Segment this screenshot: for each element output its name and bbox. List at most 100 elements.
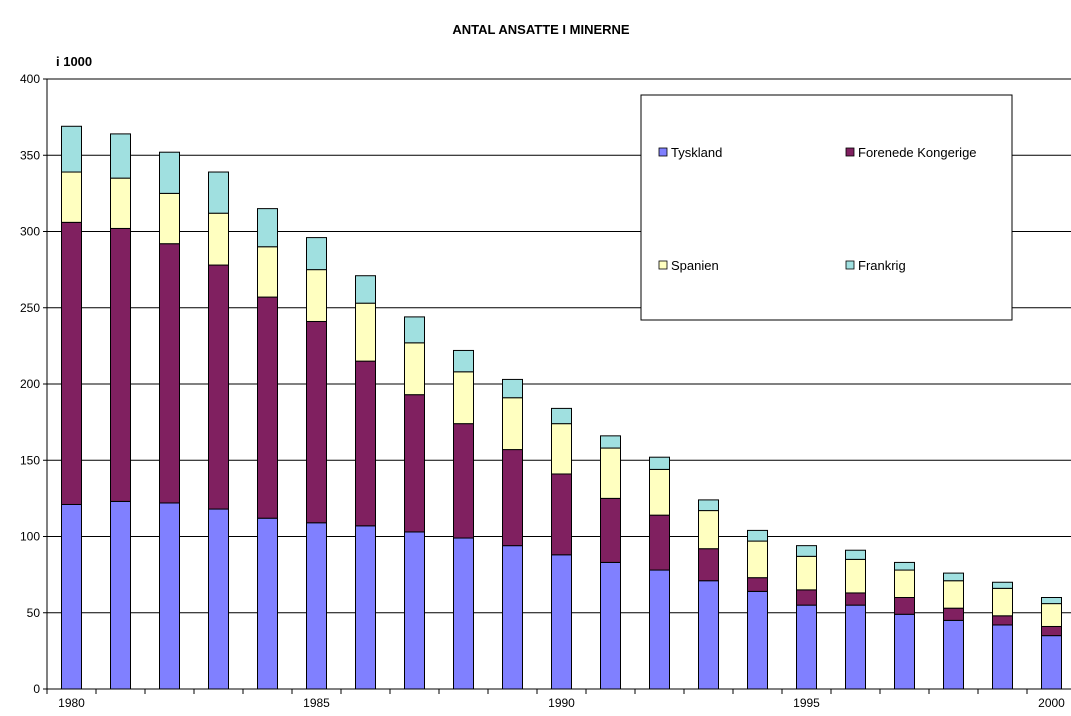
x-tick-label: 1980 [58,696,85,710]
y-tick-label: 200 [20,377,40,391]
bar-segment-frankrig-1980 [61,125,82,173]
bar-segment-tyskland-1985 [306,522,327,690]
bar-segment-spanien-1990 [551,423,572,475]
bar-segment-tyskland-1983 [208,508,229,690]
bar-segment-spanien-1992 [649,468,670,516]
bar-segment-tyskland-1980 [61,503,82,690]
bar-segment-frankrig-1988 [453,349,474,373]
bar-segment-frankrig-1991 [600,435,621,449]
bar-segment-tyskland-1986 [355,525,376,690]
bar-segment-frankrig-1983 [208,171,229,214]
bar-segment-spanien-1995 [796,555,817,591]
bar-segment-forenede-kongerige-2000 [1041,625,1062,637]
bar-segment-forenede-kongerige-1996 [845,592,866,606]
bar-segment-forenede-kongerige-1994 [747,577,768,592]
bars [61,125,1062,690]
bar-segment-frankrig-1987 [404,316,425,344]
bar-segment-spanien-1981 [110,177,131,229]
bar-segment-tyskland-1992 [649,569,670,690]
y-tick-label: 350 [20,148,40,162]
bar-segment-forenede-kongerige-1980 [61,221,82,505]
bar-segment-spanien-1987 [404,342,425,396]
bar-segment-frankrig-1985 [306,237,327,271]
bar-segment-forenede-kongerige-1991 [600,497,621,563]
bar-segment-spanien-1985 [306,269,327,322]
bar-segment-tyskland-2000 [1041,635,1062,690]
bar-segment-frankrig-1990 [551,407,572,425]
bar-segment-frankrig-1996 [845,549,866,560]
bar-segment-tyskland-1982 [159,502,180,690]
legend-swatch-tyskland [658,147,668,157]
bar-segment-forenede-kongerige-1998 [943,607,964,621]
bar-segment-tyskland-1995 [796,604,817,690]
bar-segment-spanien-1998 [943,580,964,609]
bar-segment-frankrig-1994 [747,529,768,542]
bar-segment-forenede-kongerige-1982 [159,243,180,504]
legend-box [640,94,1013,321]
legend-swatch-spanien [658,260,668,270]
bar-segment-spanien-1983 [208,212,229,266]
x-tick-label: 1990 [548,696,575,710]
bar-segment-tyskland-1993 [698,580,719,690]
bar-segment-tyskland-1990 [551,554,572,690]
bar-segment-frankrig-1999 [992,581,1013,589]
x-tick-label: 1985 [303,696,330,710]
bar-segment-forenede-kongerige-1983 [208,264,229,510]
bar-segment-tyskland-1987 [404,531,425,690]
y-axis-label: i 1000 [56,54,92,69]
bar-segment-tyskland-1994 [747,590,768,690]
legend-item-tyskland: Tyskland [658,145,722,160]
bar-segment-frankrig-1997 [894,561,915,571]
bar-segment-frankrig-1982 [159,151,180,194]
y-tick-label: 0 [33,682,40,696]
x-tick-label: 2000 [1038,696,1065,710]
axes: 0 50 100 150 200 250 300 350 400 1980 1985 1990 1995… [20,72,1071,710]
y-tick-label: 400 [20,72,40,86]
bar-segment-forenede-kongerige-1989 [502,449,523,547]
bar-segment-forenede-kongerige-1995 [796,589,817,606]
bar-segment-forenede-kongerige-1992 [649,514,670,571]
bar-segment-spanien-2000 [1041,603,1062,627]
bar-segment-frankrig-1981 [110,133,131,179]
bar-segment-spanien-1993 [698,510,719,550]
legend-swatch-frankrig [845,260,855,270]
legend-swatch-forenede-kongerige [845,147,855,157]
bar-segment-forenede-kongerige-1997 [894,597,915,615]
legend-item-frankrig: Frankrig [845,258,906,273]
x-tick-label: 1995 [793,696,820,710]
bar-segment-frankrig-1998 [943,572,964,582]
bar-segment-spanien-1982 [159,192,180,245]
bar-segment-forenede-kongerige-1987 [404,394,425,533]
bar-segment-spanien-1999 [992,587,1013,617]
bar-segment-tyskland-1998 [943,619,964,690]
bar-segment-frankrig-2000 [1041,597,1062,605]
bar-segment-frankrig-1984 [257,208,278,248]
bar-segment-tyskland-1988 [453,537,474,690]
bar-segment-spanien-1988 [453,371,474,425]
y-tick-label: 150 [20,453,40,467]
legend: Tyskland Forenede Kongerige Spanien Fran… [640,94,1013,321]
bar-segment-forenede-kongerige-1999 [992,615,1013,626]
bar-segment-spanien-1986 [355,302,376,362]
bar-segment-spanien-1997 [894,569,915,598]
legend-item-spanien: Spanien [658,258,719,273]
bar-segment-forenede-kongerige-1993 [698,548,719,582]
bar-segment-tyskland-1981 [110,500,131,690]
bar-segment-frankrig-1986 [355,275,376,304]
chart-title: ANTAL ANSATTE I MINERNE [452,22,630,37]
legend-label-frankrig: Frankrig [858,258,906,273]
bar-segment-frankrig-1989 [502,378,523,399]
legend-label-forenede-kongerige: Forenede Kongerige [858,145,977,160]
bar-segment-forenede-kongerige-1988 [453,423,474,539]
bar-segment-forenede-kongerige-1981 [110,227,131,502]
bar-segment-tyskland-1996 [845,604,866,690]
bar-segment-forenede-kongerige-1984 [257,296,278,519]
bar-segment-spanien-1989 [502,397,523,451]
bar-segment-frankrig-1992 [649,456,670,470]
bar-segment-spanien-1994 [747,540,768,579]
bar-segment-forenede-kongerige-1986 [355,360,376,527]
y-tick-label: 100 [20,530,40,544]
bar-segment-spanien-1980 [61,171,82,223]
y-tick-label: 250 [20,301,40,315]
